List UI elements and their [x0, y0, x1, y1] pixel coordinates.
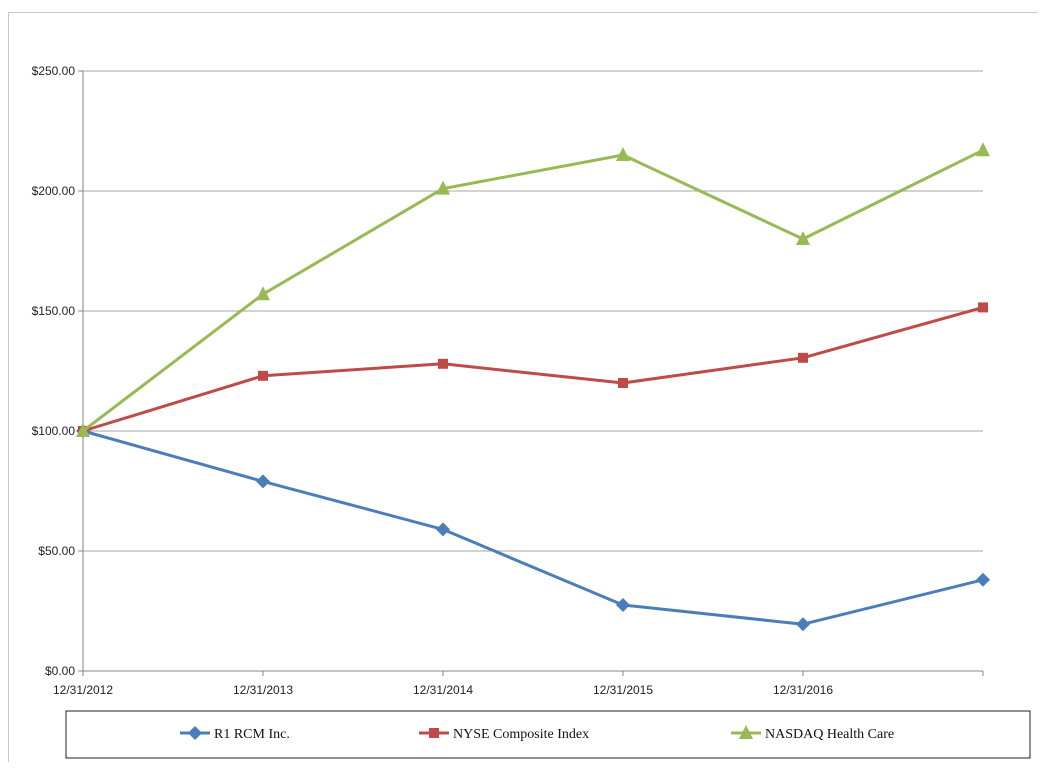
data-point	[798, 352, 808, 363]
legend-swatch-marker	[739, 725, 753, 739]
data-point	[616, 147, 630, 161]
data-point	[616, 598, 630, 612]
data-point	[256, 286, 270, 301]
series-r1-rcm-inc	[76, 424, 990, 632]
x-tick-label: 12/31/2015	[593, 683, 653, 697]
x-tick-label: 12/31/2013	[233, 683, 293, 697]
y-tick-label: $200.00	[32, 184, 76, 198]
x-tick-label: 12/31/2012	[53, 683, 113, 697]
series-nyse-composite-index	[78, 302, 988, 436]
data-point	[796, 617, 810, 632]
data-point	[976, 142, 990, 157]
data-point	[976, 572, 990, 587]
legend-label: NASDAQ Health Care	[765, 727, 894, 742]
y-axis-ticks: $0.00 $50.00 $100.00 $150.00 $200.00 $250.00	[32, 64, 83, 678]
y-tick-label: $150.00	[32, 304, 76, 318]
legend-item: NASDAQ Health Care	[731, 725, 894, 742]
y-tick-label: $50.00	[38, 544, 75, 558]
data-point	[618, 378, 628, 388]
legend-label: R1 RCM Inc.	[214, 727, 290, 742]
data-point	[978, 302, 988, 313]
data-point	[436, 522, 450, 537]
chart-frame	[8, 12, 1038, 762]
x-tick-label: 12/31/2014	[413, 683, 473, 697]
legend-swatch-marker	[188, 726, 202, 740]
legend-swatch-marker	[429, 728, 439, 738]
x-axis-ticks: 12/31/2012 12/31/2013 12/31/2014 12/31/2015…	[53, 671, 984, 697]
series-lines	[76, 142, 990, 632]
data-point	[258, 370, 268, 381]
data-point	[256, 474, 270, 489]
gridlines	[83, 70, 983, 552]
series-line	[82, 429, 984, 626]
legend-item: NYSE Composite Index	[419, 727, 589, 742]
y-tick-label: $250.00	[32, 64, 76, 78]
series-line	[82, 148, 984, 433]
legend-box	[65, 710, 1031, 759]
y-tick-label: $100.00	[32, 424, 76, 438]
y-tick-label: $0.00	[45, 664, 75, 678]
data-point	[76, 423, 90, 437]
axes	[82, 71, 983, 672]
series-line	[82, 305, 984, 433]
legend-item: R1 RCM Inc.	[180, 726, 290, 742]
x-tick-label: 12/31/2016	[773, 683, 833, 697]
legend-label: NYSE Composite Index	[453, 727, 589, 742]
data-point	[436, 180, 450, 195]
series-nasdaq-health-care	[76, 142, 990, 437]
data-point	[438, 358, 448, 369]
legend: R1 RCM Inc. NYSE Composite Index NASDAQ He…	[65, 710, 1031, 759]
data-point	[796, 231, 810, 245]
